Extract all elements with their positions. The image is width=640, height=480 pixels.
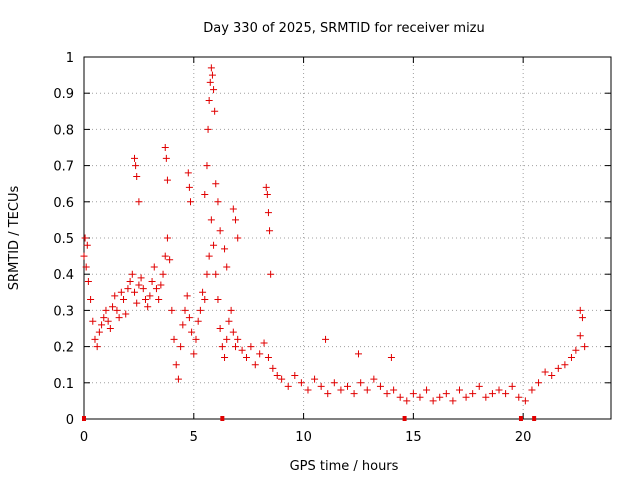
baseline-marker bbox=[532, 416, 536, 421]
x-tick-label: 5 bbox=[190, 430, 198, 445]
chart-background bbox=[0, 0, 640, 480]
x-tick-label: 0 bbox=[80, 430, 88, 445]
y-tick-label: 1 bbox=[66, 51, 74, 66]
baseline-marker bbox=[519, 416, 523, 421]
baseline-marker bbox=[220, 416, 224, 421]
x-tick-label: 10 bbox=[295, 430, 312, 445]
y-tick-label: 0.9 bbox=[53, 87, 74, 102]
y-tick-label: 0.5 bbox=[53, 232, 74, 247]
y-tick-label: 0.4 bbox=[53, 268, 74, 283]
chart-title: Day 330 of 2025, SRMTID for receiver miz… bbox=[203, 21, 485, 36]
y-tick-label: 0.1 bbox=[53, 377, 74, 392]
baseline-marker bbox=[82, 416, 86, 421]
y-tick-label: 0.7 bbox=[53, 160, 74, 175]
baseline-marker bbox=[403, 416, 407, 421]
x-axis-label: GPS time / hours bbox=[290, 459, 399, 474]
x-tick-label: 15 bbox=[405, 430, 422, 445]
srmtid-scatter-chart: 00.10.20.30.40.50.60.70.80.910 5 10 15 20 Da… bbox=[0, 0, 640, 480]
y-tick-label: 0.2 bbox=[53, 341, 74, 356]
y-tick-label: 0.8 bbox=[53, 123, 74, 138]
y-tick-label: 0.6 bbox=[53, 196, 74, 211]
x-tick-label: 20 bbox=[515, 430, 532, 445]
y-tick-label: 0 bbox=[66, 413, 74, 428]
y-axis-label: SRMTID / TECUs bbox=[7, 186, 22, 291]
y-tick-label: 0.3 bbox=[53, 304, 74, 319]
